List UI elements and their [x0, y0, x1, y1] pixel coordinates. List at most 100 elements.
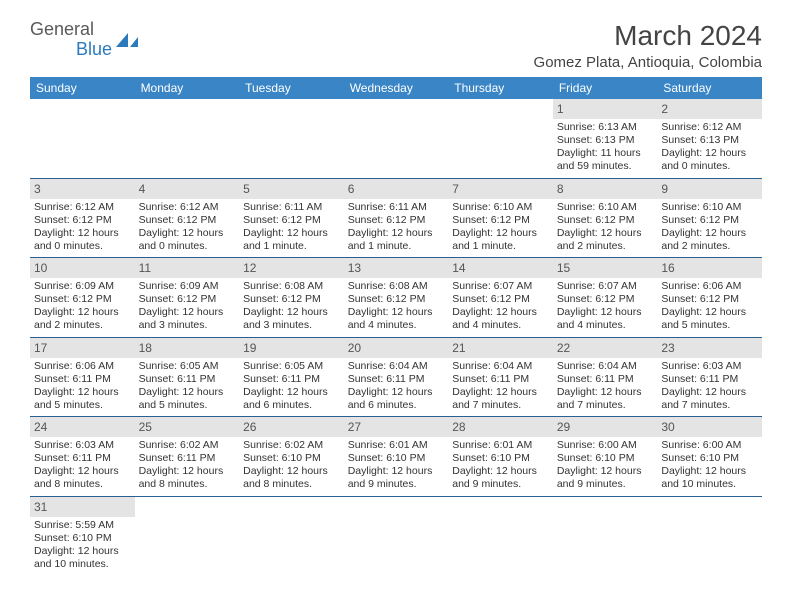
- sunset-text: Sunset: 6:11 PM: [243, 373, 340, 386]
- daynum-row: 18: [135, 338, 240, 358]
- sunset-text: Sunset: 6:12 PM: [557, 293, 654, 306]
- day-number: 22: [557, 341, 570, 355]
- empty-cell: [135, 496, 240, 575]
- daylight-text: Daylight: 12 hours and 8 minutes.: [34, 465, 131, 491]
- logo-general: General: [30, 19, 94, 39]
- daylight-text: Daylight: 11 hours and 59 minutes.: [557, 147, 654, 173]
- day-number: 18: [139, 341, 152, 355]
- day-cell: 4 Sunrise: 6:12 AMSunset: 6:12 PMDaylight…: [135, 178, 240, 258]
- daynum-row: 1: [553, 99, 658, 119]
- daynum-row: 26: [239, 417, 344, 437]
- daylight-text: Daylight: 12 hours and 0 minutes.: [34, 227, 131, 253]
- daylight-text: Daylight: 12 hours and 2 minutes.: [661, 227, 758, 253]
- day-cell: 5Sunrise: 6:11 AMSunset: 6:12 PMDaylight…: [239, 178, 344, 258]
- empty-cell: [239, 496, 344, 575]
- empty-cell: [448, 99, 553, 178]
- daynum-row: 19: [239, 338, 344, 358]
- sunrise-text: Sunrise: 6:04 AM: [348, 360, 445, 373]
- sunset-text: Sunset: 6:11 PM: [139, 373, 236, 386]
- day-cell: 17Sunrise: 6:06 AMSunset: 6:11 PMDayligh…: [30, 337, 135, 417]
- daylight-text: Daylight: 12 hours and 4 minutes.: [348, 306, 445, 332]
- sunset-text: Sunset: 6:12 PM: [452, 214, 549, 227]
- day-header: Sunday: [30, 77, 135, 99]
- sunset-text: Sunset: 6:11 PM: [348, 373, 445, 386]
- day-number: 29: [557, 420, 570, 434]
- day-number: 4: [139, 182, 146, 196]
- sunrise-text: Sunrise: 5:59 AM: [34, 519, 131, 532]
- calendar-row: 10 Sunrise: 6:09 AMSunset: 6:12 PMDayligh…: [30, 258, 762, 338]
- sunrise-text: Sunrise: 6:02 AM: [243, 439, 340, 452]
- daynum-row: 23: [657, 338, 762, 358]
- sunset-text: Sunset: 6:12 PM: [139, 293, 236, 306]
- sunrise-text: Sunrise: 6:07 AM: [557, 280, 654, 293]
- sunset-text: Sunset: 6:12 PM: [139, 214, 236, 227]
- day-body: Sunrise: 6:12 AMSunset: 6:12 PMDaylight:…: [135, 199, 240, 258]
- daylight-text: Daylight: 12 hours and 0 minutes.: [661, 147, 758, 173]
- day-body: Sunrise: 6:08 AMSunset: 6:12 PMDaylight:…: [344, 278, 449, 337]
- day-header: Tuesday: [239, 77, 344, 99]
- day-cell: 23Sunrise: 6:03 AMSunset: 6:11 PMDayligh…: [657, 337, 762, 417]
- daynum-row: 17: [30, 338, 135, 358]
- day-body: Sunrise: 6:01 AMSunset: 6:10 PMDaylight:…: [448, 437, 553, 496]
- sunrise-text: Sunrise: 6:11 AM: [243, 201, 340, 214]
- sunset-text: Sunset: 6:11 PM: [139, 452, 236, 465]
- day-number: 31: [34, 500, 47, 514]
- day-body: Sunrise: 6:00 AMSunset: 6:10 PMDaylight:…: [657, 437, 762, 496]
- daylight-text: Daylight: 12 hours and 7 minutes.: [557, 386, 654, 412]
- sunset-text: Sunset: 6:11 PM: [34, 373, 131, 386]
- daylight-text: Daylight: 12 hours and 1 minute.: [452, 227, 549, 253]
- daynum-row: 20: [344, 338, 449, 358]
- location: Gomez Plata, Antioquia, Colombia: [534, 54, 762, 71]
- day-number: 14: [452, 261, 465, 275]
- day-number: 11: [139, 261, 151, 275]
- daylight-text: Daylight: 12 hours and 7 minutes.: [661, 386, 758, 412]
- day-cell: 30Sunrise: 6:00 AMSunset: 6:10 PMDayligh…: [657, 417, 762, 497]
- day-cell: 9Sunrise: 6:10 AMSunset: 6:12 PMDaylight…: [657, 178, 762, 258]
- day-number: 23: [661, 341, 674, 355]
- day-body: Sunrise: 6:07 AMSunset: 6:12 PMDaylight:…: [448, 278, 553, 337]
- day-cell: 8Sunrise: 6:10 AMSunset: 6:12 PMDaylight…: [553, 178, 658, 258]
- daylight-text: Daylight: 12 hours and 10 minutes.: [661, 465, 758, 491]
- day-body: Sunrise: 6:09 AMSunset: 6:12 PMDaylight:…: [135, 278, 240, 337]
- daynum-row: 6: [344, 179, 449, 199]
- day-number: 13: [348, 261, 361, 275]
- sunset-text: Sunset: 6:10 PM: [661, 452, 758, 465]
- empty-cell: [344, 99, 449, 178]
- sunrise-text: Sunrise: 6:07 AM: [452, 280, 549, 293]
- day-cell: 24Sunrise: 6:03 AMSunset: 6:11 PMDayligh…: [30, 417, 135, 497]
- sunrise-text: Sunrise: 6:03 AM: [661, 360, 758, 373]
- sunrise-text: Sunrise: 6:01 AM: [348, 439, 445, 452]
- empty-cell: [553, 496, 658, 575]
- day-cell: 13 Sunrise: 6:08 AMSunset: 6:12 PMDayligh…: [344, 258, 449, 338]
- title-block: March 2024 Gomez Plata, Antioquia, Colom…: [534, 20, 762, 71]
- sunrise-text: Sunrise: 6:05 AM: [243, 360, 340, 373]
- day-number: 9: [661, 182, 668, 196]
- calendar-row: 31Sunrise: 5:59 AMSunset: 6:10 PMDayligh…: [30, 496, 762, 575]
- day-number: 10: [34, 261, 47, 275]
- day-body: Sunrise: 6:11 AMSunset: 6:12 PMDaylight:…: [344, 199, 449, 258]
- day-body: Sunrise: 6:02 AMSunset: 6:11 PMDaylight:…: [135, 437, 240, 496]
- day-cell: 26Sunrise: 6:02 AMSunset: 6:10 PMDayligh…: [239, 417, 344, 497]
- day-cell: 18Sunrise: 6:05 AMSunset: 6:11 PMDayligh…: [135, 337, 240, 417]
- daynum-row: 7: [448, 179, 553, 199]
- day-number: 28: [452, 420, 465, 434]
- daynum-row: 21: [448, 338, 553, 358]
- day-header: Saturday: [657, 77, 762, 99]
- day-cell: 19Sunrise: 6:05 AMSunset: 6:11 PMDayligh…: [239, 337, 344, 417]
- daynum-row: 11: [135, 258, 240, 278]
- day-body: Sunrise: 6:12 AMSunset: 6:12 PMDaylight:…: [30, 199, 135, 258]
- empty-cell: [239, 99, 344, 178]
- sunrise-text: Sunrise: 6:10 AM: [452, 201, 549, 214]
- day-cell: 29Sunrise: 6:00 AMSunset: 6:10 PMDayligh…: [553, 417, 658, 497]
- day-number: 26: [243, 420, 256, 434]
- logo: General Blue: [30, 20, 140, 60]
- sunrise-text: Sunrise: 6:13 AM: [557, 121, 654, 134]
- day-cell: 7 Sunrise: 6:10 AMSunset: 6:12 PMDaylight…: [448, 178, 553, 258]
- daynum-row: 2: [657, 99, 762, 119]
- calendar-row: 17Sunrise: 6:06 AMSunset: 6:11 PMDayligh…: [30, 337, 762, 417]
- day-number: 12: [243, 261, 256, 275]
- empty-cell: [344, 496, 449, 575]
- daynum-row: 14: [448, 258, 553, 278]
- day-body: Sunrise: 6:08 AMSunset: 6:12 PMDaylight:…: [239, 278, 344, 337]
- daynum-row: 15: [553, 258, 658, 278]
